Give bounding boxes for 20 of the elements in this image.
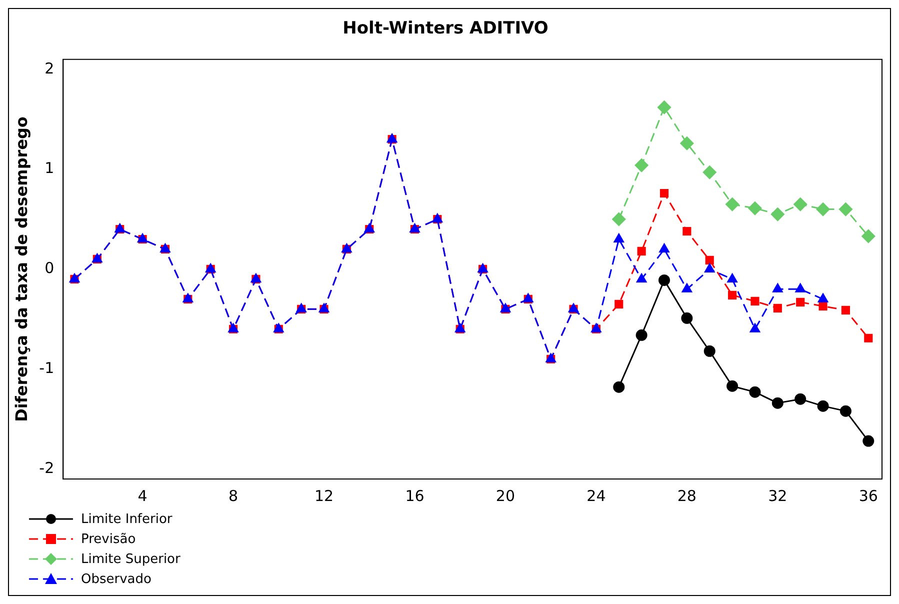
legend-label: Limite Superior (81, 552, 180, 566)
y-tick-label: -2 (39, 458, 54, 477)
x-tick-label: 8 (228, 486, 238, 505)
x-tick-label: 12 (314, 486, 334, 505)
y-tick-label: 2 (44, 59, 54, 78)
y-axis-title: Diferença da taxa de desemprego (12, 116, 31, 422)
y-tick-label: 0 (44, 259, 54, 278)
y-tick-label: -1 (39, 358, 54, 377)
legend-label: Previsão (81, 532, 136, 546)
y-tick-label: 1 (44, 159, 54, 178)
x-tick-label: 16 (405, 486, 424, 505)
legend-label: Observado (81, 572, 152, 586)
chart-title: Holt-Winters ADITIVO (342, 18, 548, 39)
x-tick-label: 20 (496, 486, 516, 505)
x-tick-label: 32 (768, 486, 788, 505)
x-tick-label: 4 (138, 486, 148, 505)
x-tick-label: 28 (677, 486, 696, 505)
x-tick-label: 24 (586, 486, 606, 505)
legend-label: Limite Inferior (81, 512, 172, 526)
x-tick-label: 36 (858, 486, 878, 505)
